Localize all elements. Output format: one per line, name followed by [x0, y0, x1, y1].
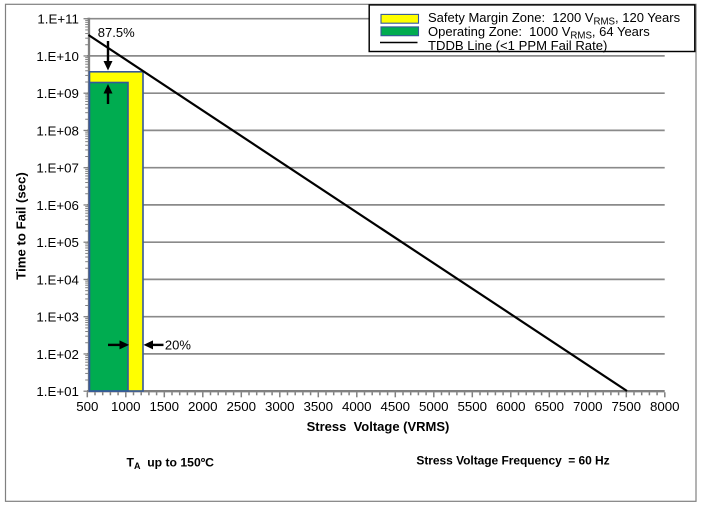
svg-text:4500: 4500 [381, 399, 411, 414]
svg-text:1.E+01: 1.E+01 [36, 384, 79, 399]
svg-text:1.E+09: 1.E+09 [36, 86, 79, 101]
svg-text:1.E+02: 1.E+02 [36, 347, 79, 362]
svg-text:4000: 4000 [342, 399, 372, 414]
svg-text:1.E+03: 1.E+03 [36, 310, 79, 325]
svg-text:1.E+06: 1.E+06 [36, 198, 79, 213]
svg-text:1.E+11: 1.E+11 [37, 12, 79, 27]
svg-text:5000: 5000 [419, 399, 449, 414]
svg-text:500: 500 [76, 399, 98, 414]
svg-text:1000: 1000 [111, 399, 141, 414]
svg-text:6000: 6000 [496, 399, 526, 414]
svg-text:7000: 7000 [573, 399, 603, 414]
svg-text:1.E+07: 1.E+07 [36, 161, 79, 176]
svg-text:TA up to 150ºC: TA up to 150ºC [127, 456, 215, 472]
svg-text:5500: 5500 [458, 399, 488, 414]
svg-text:Stress Voltage Frequency = 60: Stress Voltage Frequency = 60 Hz [416, 453, 609, 467]
svg-text:Operating Zone: 1000 VRMS, 64: Operating Zone: 1000 VRMS, 64 Years [428, 24, 650, 42]
svg-text:Time to Fail (sec): Time to Fail (sec) [14, 172, 29, 279]
svg-text:3500: 3500 [304, 399, 334, 414]
svg-text:1.E+08: 1.E+08 [36, 123, 79, 138]
svg-text:2500: 2500 [227, 399, 257, 414]
svg-text:Stress Voltage (VRMS): Stress Voltage (VRMS) [307, 419, 450, 434]
svg-text:1500: 1500 [150, 399, 180, 414]
svg-text:2000: 2000 [188, 399, 218, 414]
svg-text:20%: 20% [165, 337, 191, 352]
svg-text:7500: 7500 [612, 399, 642, 414]
svg-text:3000: 3000 [265, 399, 295, 414]
svg-text:1.E+05: 1.E+05 [36, 235, 79, 250]
svg-text:6500: 6500 [535, 399, 565, 414]
svg-text:1.E+10: 1.E+10 [36, 49, 79, 64]
svg-text:8000: 8000 [650, 399, 680, 414]
svg-text:Safety Margin Zone: 1200 VRMS: Safety Margin Zone: 1200 VRMS, 120 Years [428, 10, 681, 28]
svg-text:1.E+04: 1.E+04 [36, 272, 79, 287]
svg-text:TDDB Line (<1 PPM Fail Rate): TDDB Line (<1 PPM Fail Rate) [428, 38, 607, 53]
svg-text:87.5%: 87.5% [98, 25, 135, 40]
